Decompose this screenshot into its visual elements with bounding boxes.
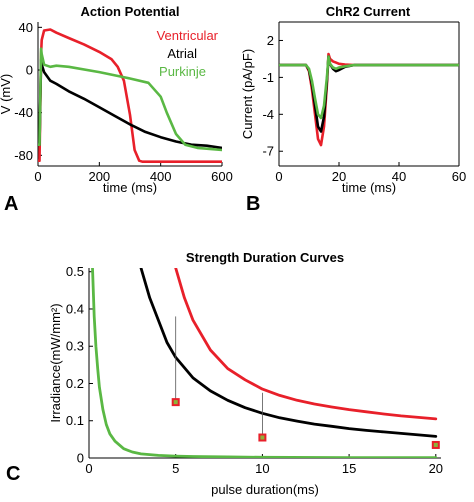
series-line-2 [91, 268, 438, 458]
y-tick-label: 0 [77, 451, 84, 466]
panel-c-series [91, 268, 438, 458]
panel-b-title: ChR2 Current [326, 4, 411, 19]
series-line-0 [279, 52, 459, 147]
legend-atrial: Atrial [167, 46, 197, 61]
panel-b-axes: 0 20 40 60 2 -1 -4 -7 time (ms) Current (pA/pF) [240, 21, 466, 195]
panel-b-series [279, 52, 459, 147]
x-tick-label: 0 [85, 461, 92, 476]
panel-c-letter: C [6, 463, 20, 485]
panel-a-legend: Ventricular Atrial Purkinje [157, 28, 219, 79]
y-tick-label: 0.1 [66, 413, 84, 428]
x-tick-label: 0 [275, 169, 282, 184]
legend-ventricular: Ventricular [157, 28, 219, 43]
x-tick-label: 0 [34, 169, 41, 184]
y-axis-label: Irradiance(mW/mm²) [48, 303, 63, 422]
y-tick-label: 0.3 [66, 339, 84, 354]
y-axis-label: V (mV) [0, 74, 13, 114]
x-axis-label: time (ms) [342, 180, 396, 195]
y-tick-label: 40 [19, 20, 33, 35]
y-tick-label: -40 [14, 105, 33, 120]
marker-square-inner [173, 400, 178, 405]
y-tick-label: -7 [262, 144, 274, 159]
x-tick-label: 200 [88, 169, 110, 184]
panel-a: Action Potential A 0 200 400 600400-40-80ti… [0, 4, 233, 215]
panel-c: Strength Duration Curves C 0 5 10 15 2000.10… [6, 250, 443, 497]
y-axis-label: Current (pA/pF) [240, 49, 255, 139]
series-line-0 [174, 268, 438, 421]
series-line-2 [279, 55, 459, 120]
y-tick-label: 0 [26, 63, 33, 78]
series-line-2 [38, 47, 222, 152]
x-tick-label: 20 [429, 461, 443, 476]
panel-c-markers [171, 316, 440, 449]
panel-a-letter: A [4, 193, 18, 215]
marker-square-inner [433, 442, 438, 447]
y-tick-label: -1 [262, 70, 274, 85]
y-tick-label: 0.2 [66, 376, 84, 391]
marker-square-inner [260, 435, 265, 440]
x-tick-label: 600 [211, 169, 233, 184]
x-tick-label: 400 [150, 169, 172, 184]
x-tick-label: 15 [342, 461, 356, 476]
x-axis-label: pulse duration(ms) [211, 482, 319, 497]
series-line-0 [38, 28, 222, 163]
y-tick-label: -80 [14, 148, 33, 163]
panel-c-axes: 0 5 10 15 20 0 0.1 0.2 0.3 0.4 0.5 pulse duration(m… [48, 264, 443, 497]
y-tick-label: 0.4 [66, 301, 84, 316]
legend-purkinje: Purkinje [159, 64, 206, 79]
x-tick-label: 20 [332, 169, 346, 184]
series-line-1 [139, 268, 438, 438]
panel-b: ChR2 Current B 0 20 40 60 2 -1 -4 -7 time (ms) Cu… [240, 4, 466, 215]
x-tick-label: 5 [172, 461, 179, 476]
panel-c-title: Strength Duration Curves [186, 250, 344, 265]
y-tick-label: 2 [267, 33, 274, 48]
panel-b-letter: B [246, 193, 260, 215]
panel-a-title: Action Potential [81, 4, 180, 19]
x-tick-label: 60 [452, 169, 466, 184]
x-tick-label: 10 [255, 461, 269, 476]
x-tick-label: 40 [392, 169, 406, 184]
x-axis-label: time (ms) [103, 180, 157, 195]
panel-a-series [38, 28, 222, 163]
y-tick-label: 0.5 [66, 264, 84, 279]
y-tick-label: -4 [262, 107, 274, 122]
